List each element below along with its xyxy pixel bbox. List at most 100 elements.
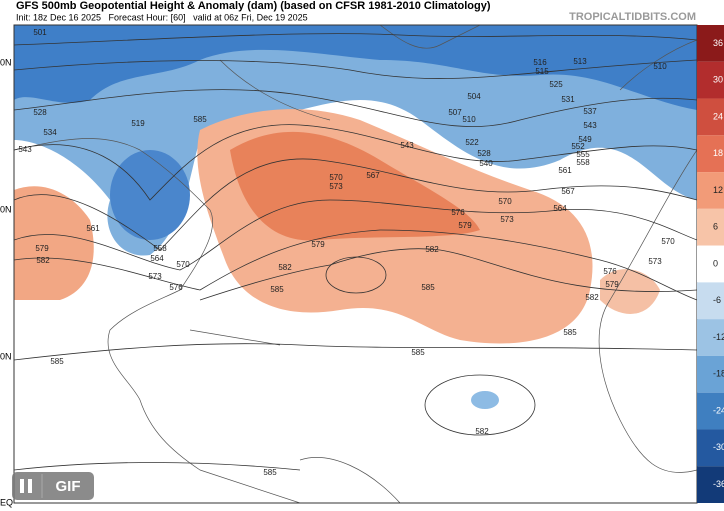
contour-label: 582	[425, 245, 439, 254]
colorbar-label: -6	[713, 295, 721, 305]
contour-label: 543	[400, 141, 414, 150]
contour-label: 564	[553, 204, 567, 213]
colorbar-swatch	[697, 25, 724, 62]
contour-label: 513	[573, 57, 587, 66]
colorbar-swatch	[697, 172, 724, 209]
contour-label: 543	[583, 121, 597, 130]
contour-label: 585	[421, 283, 435, 292]
contour-label: 567	[561, 187, 575, 196]
lat-label: 0N	[0, 351, 12, 361]
colorbar-swatch	[697, 319, 724, 356]
contour-label: 525	[549, 80, 563, 89]
colorbar-label: 24	[713, 111, 723, 121]
contour-label: 576	[603, 267, 617, 276]
contour-label: 570	[498, 197, 512, 206]
contour-label: 540	[479, 159, 493, 168]
colorbar-swatch	[697, 208, 724, 246]
contour-label: 573	[648, 257, 662, 266]
lat-labels: 0N 0N 0N EQ	[0, 57, 13, 507]
colorbar-label: -24	[713, 405, 724, 415]
contour-label: 585	[263, 468, 277, 477]
contour-label: 585	[270, 285, 284, 294]
pause-icon[interactable]	[20, 479, 24, 493]
positive-anomaly	[600, 269, 660, 314]
colorbar-label: 12	[713, 185, 723, 195]
contour-label: 516	[533, 58, 547, 67]
contour-label: 582	[36, 256, 50, 265]
contour-label: 519	[131, 119, 145, 128]
contour-label: 561	[558, 166, 572, 175]
contour-label: 528	[33, 108, 47, 117]
lat-label: EQ	[0, 497, 13, 507]
contour-label: 570	[176, 260, 190, 269]
contour-label: 573	[148, 272, 162, 281]
contour-label: 531	[561, 95, 575, 104]
colorbar-swatch	[697, 282, 724, 320]
colorbar-label: 30	[713, 75, 723, 85]
contour-label: 507	[448, 108, 462, 117]
contour-label: 576	[451, 208, 465, 217]
colorbar: 36 30 24 18 12 6 0 -6 -12 -18 -24 -30 -36	[697, 25, 724, 503]
colorbar-swatch	[697, 245, 724, 283]
contour-label: 522	[465, 138, 479, 147]
contour-label: 504	[467, 92, 481, 101]
contour-label: 573	[500, 215, 514, 224]
contour-label: 579	[35, 244, 49, 253]
colorbar-swatch	[697, 429, 724, 467]
contour-label: 549	[578, 135, 592, 144]
coastlines	[14, 25, 697, 503]
contour-label: 543	[18, 145, 32, 154]
contour-label: 570	[329, 173, 343, 182]
gif-button[interactable]	[12, 472, 94, 500]
colorbar-label: -30	[713, 442, 724, 452]
colorbar-label: 0	[713, 258, 718, 268]
contour-label: 579	[605, 280, 619, 289]
colorbar-label: -12	[713, 332, 724, 342]
contour-label: 573	[329, 182, 343, 191]
contour-label: 576	[169, 283, 183, 292]
colorbar-swatch	[697, 135, 724, 173]
contour-label: 579	[458, 221, 472, 230]
contour-label: 585	[50, 357, 64, 366]
contour-label: 582	[585, 293, 599, 302]
contour-label: 582	[475, 427, 489, 436]
contour-label: 510	[462, 115, 476, 124]
strong-negative-anomaly	[14, 25, 697, 110]
colorbar-label: -18	[713, 369, 724, 379]
colorbar-swatch	[697, 392, 724, 430]
subtitle: Init: 18z Dec 16 2025 Forecast Hour: [60…	[16, 12, 308, 22]
negative-anomaly	[471, 391, 499, 409]
contour-label: 537	[583, 107, 597, 116]
contour-label: 579	[311, 240, 325, 249]
contour-label: 515	[535, 67, 549, 76]
contour-label: 528	[477, 149, 491, 158]
lat-label: 0N	[0, 204, 12, 214]
colorbar-swatch	[697, 355, 724, 393]
trough-anomaly	[110, 150, 190, 240]
contour-label: 510	[653, 62, 667, 71]
contour-label: 585	[193, 115, 207, 124]
contour-label: 534	[43, 128, 57, 137]
lat-label: 0N	[0, 57, 12, 67]
colorbar-label: 6	[713, 222, 718, 232]
contour-label: 552	[571, 142, 585, 151]
contour-label: 558	[576, 158, 590, 167]
gif-label[interactable]: GIF	[56, 478, 81, 495]
contour-label: 555	[576, 150, 590, 159]
contour-label: 561	[86, 224, 100, 233]
contour-label: 501	[33, 28, 47, 37]
contour-label: 582	[278, 263, 292, 272]
contour-label: 585	[563, 328, 577, 337]
gif-control[interactable]: GIF	[12, 472, 94, 500]
title: GFS 500mb Geopotential Height & Anomaly …	[16, 0, 491, 12]
contour-label: 564	[150, 254, 164, 263]
contour-label: 570	[661, 237, 675, 246]
contour-label: 567	[366, 171, 380, 180]
colorbar-swatch	[697, 61, 724, 99]
watermark: TROPICALTIDBITS.COM	[569, 11, 696, 23]
colorbar-swatch	[697, 466, 724, 503]
pause-icon[interactable]	[28, 479, 32, 493]
contour-label: 585	[411, 348, 425, 357]
